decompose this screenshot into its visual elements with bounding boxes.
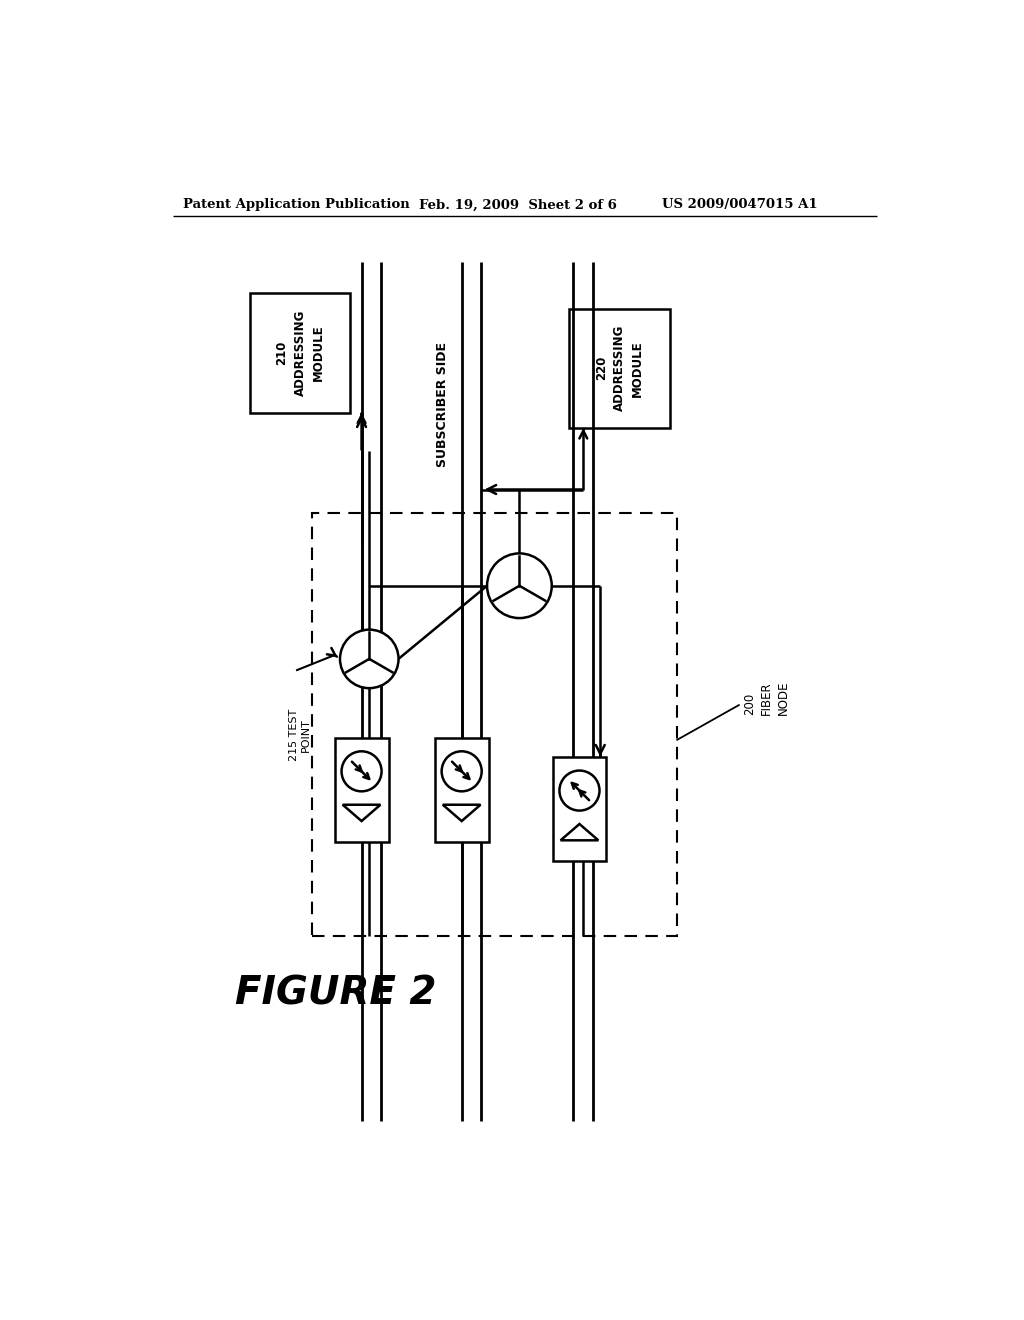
Polygon shape (442, 805, 480, 821)
Text: Patent Application Publication: Patent Application Publication (183, 198, 410, 211)
Bar (569, 309, 670, 428)
Text: US 2009/0047015 A1: US 2009/0047015 A1 (662, 198, 817, 211)
Bar (250, 293, 350, 412)
Bar (311, 512, 677, 936)
Bar (435, 738, 488, 842)
Text: Feb. 19, 2009  Sheet 2 of 6: Feb. 19, 2009 Sheet 2 of 6 (419, 198, 617, 211)
Circle shape (441, 751, 481, 792)
Circle shape (342, 751, 382, 792)
Text: SUBSCRIBER SIDE: SUBSCRIBER SIDE (436, 342, 449, 467)
Text: 220
ADDRESSING
MODULE: 220 ADDRESSING MODULE (595, 325, 644, 412)
Circle shape (487, 553, 552, 618)
Circle shape (559, 771, 599, 810)
Polygon shape (343, 805, 381, 821)
Circle shape (340, 630, 398, 688)
Text: 215 TEST
POINT: 215 TEST POINT (289, 709, 311, 762)
Text: 210
ADDRESSING
MODULE: 210 ADDRESSING MODULE (275, 310, 325, 396)
Bar (553, 758, 606, 862)
Polygon shape (560, 824, 598, 841)
Bar (335, 738, 388, 842)
Text: 200
FIBER
NODE: 200 FIBER NODE (742, 680, 790, 714)
Text: FIGURE 2: FIGURE 2 (234, 974, 436, 1012)
